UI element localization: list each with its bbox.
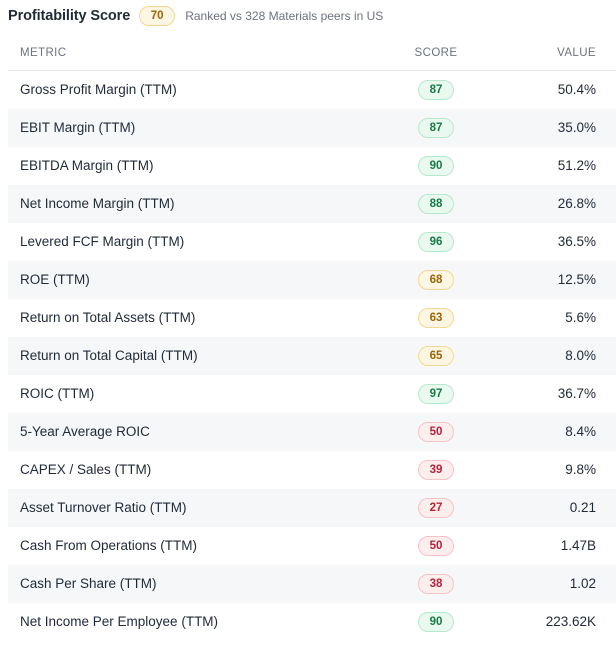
metric-value: 9.8% — [565, 462, 596, 477]
metric-name: EBITDA Margin (TTM) — [20, 158, 154, 173]
metric-score-cell: 39 — [360, 451, 512, 489]
score-badge: 50 — [418, 421, 454, 442]
metric-value: 35.0% — [557, 120, 596, 135]
table-row[interactable]: EBIT Margin (TTM) 87 35.0% — [8, 108, 616, 147]
metric-value: 36.5% — [557, 234, 596, 249]
metric-score-cell: 38 — [360, 565, 512, 603]
metric-score-cell: 50 — [360, 413, 512, 451]
table-row[interactable]: EBITDA Margin (TTM) 90 51.2% — [8, 147, 616, 185]
metric-name: Levered FCF Margin (TTM) — [20, 234, 185, 249]
metric-score-cell: 68 — [360, 261, 512, 299]
score-badge: 87 — [418, 117, 454, 138]
profitability-metrics-table: METRIC SCORE VALUE Gross Profit Margin (… — [8, 36, 616, 641]
table-row[interactable]: 5-Year Average ROIC 50 8.4% — [8, 412, 616, 451]
metric-name: Gross Profit Margin (TTM) — [20, 82, 177, 98]
metric-name: Return on Total Capital (TTM) — [20, 348, 198, 363]
metric-score-cell: 90 — [360, 603, 512, 641]
metric-score-cell: 90 — [360, 147, 512, 185]
peer-ranking-note: Ranked vs 328 Materials peers in US — [185, 9, 384, 23]
column-header-score[interactable]: SCORE — [360, 36, 512, 71]
metric-score-cell: 50 — [360, 527, 512, 565]
metric-value: 50.4% — [557, 82, 596, 98]
table-row[interactable]: Levered FCF Margin (TTM) 96 36.5% — [8, 223, 616, 261]
table-row[interactable]: Cash Per Share (TTM) 38 1.02 — [8, 564, 616, 603]
table-row[interactable]: Asset Turnover Ratio (TTM) 27 0.21 — [8, 488, 616, 527]
metric-value: 223.62K — [545, 614, 596, 629]
score-badge: 63 — [418, 307, 454, 328]
metric-value: 51.2% — [557, 158, 596, 173]
table-row[interactable]: ROIC (TTM) 97 36.7% — [8, 375, 616, 413]
metric-name: Net Income Per Employee (TTM) — [20, 614, 219, 629]
metric-score-cell: 96 — [360, 223, 512, 261]
score-badge: 65 — [418, 345, 454, 366]
table-row[interactable]: Cash From Operations (TTM) 50 1.47B — [8, 527, 616, 565]
table-row[interactable]: Net Income Per Employee (TTM) 90 223.62K — [8, 603, 616, 641]
metric-name: CAPEX / Sales (TTM) — [20, 462, 152, 477]
score-badge: 38 — [418, 573, 454, 594]
metric-score-cell: 87 — [360, 109, 512, 147]
metric-score-cell: 97 — [360, 375, 512, 413]
score-badge: 88 — [418, 193, 454, 214]
table-row[interactable]: CAPEX / Sales (TTM) 39 9.8% — [8, 451, 616, 489]
metric-name: Return on Total Assets (TTM) — [20, 310, 196, 325]
table-row[interactable]: Return on Total Assets (TTM) 63 5.6% — [8, 299, 616, 337]
score-badge: 90 — [418, 155, 454, 176]
metric-score-cell: 88 — [360, 185, 512, 223]
table-row[interactable]: ROE (TTM) 68 12.5% — [8, 260, 616, 299]
metric-score-cell: 63 — [360, 299, 512, 337]
section-title: Profitability Score — [8, 8, 131, 24]
table-header-row: METRIC SCORE VALUE — [8, 36, 616, 71]
metric-name: 5-Year Average ROIC — [20, 424, 150, 439]
metric-name: Cash From Operations (TTM) — [20, 538, 198, 553]
score-badge: 90 — [418, 611, 454, 632]
table-row[interactable]: Return on Total Capital (TTM) 65 8.0% — [8, 336, 616, 375]
overall-score-badge: 70 — [139, 6, 176, 26]
score-badge: 68 — [418, 269, 454, 290]
score-badge: 96 — [418, 231, 454, 252]
score-badge: 87 — [418, 79, 454, 100]
column-header-value[interactable]: VALUE — [512, 36, 616, 71]
metric-score-cell: 87 — [360, 71, 512, 109]
metric-value: 26.8% — [557, 196, 596, 211]
table-row[interactable]: Net Income Margin (TTM) 88 26.8% — [8, 184, 616, 223]
metric-name: Cash Per Share (TTM) — [20, 576, 157, 591]
metric-name: ROIC (TTM) — [20, 386, 95, 401]
score-badge: 50 — [418, 535, 454, 556]
metric-value: 8.4% — [565, 424, 596, 439]
metric-value: 36.7% — [557, 386, 596, 401]
metric-value: 0.21 — [569, 500, 596, 515]
metric-value: 8.0% — [565, 348, 596, 363]
metric-name: Net Income Margin (TTM) — [20, 196, 175, 211]
metric-score-cell: 65 — [360, 337, 512, 375]
score-badge: 97 — [418, 383, 454, 404]
table-row[interactable]: Gross Profit Margin (TTM) 87 50.4% — [8, 71, 616, 109]
metric-name: EBIT Margin (TTM) — [20, 120, 136, 135]
metric-value: 1.02 — [569, 576, 596, 591]
score-badge: 27 — [418, 497, 454, 518]
metric-value: 1.47B — [560, 538, 596, 553]
column-header-metric[interactable]: METRIC — [8, 36, 360, 71]
metric-name: Asset Turnover Ratio (TTM) — [20, 500, 187, 515]
score-badge: 39 — [418, 459, 454, 480]
metric-value: 5.6% — [565, 310, 596, 325]
metric-name: ROE (TTM) — [20, 272, 90, 287]
profitability-header: Profitability Score 70 Ranked vs 328 Mat… — [0, 0, 616, 32]
metric-value: 12.5% — [557, 272, 596, 287]
metric-score-cell: 27 — [360, 489, 512, 527]
